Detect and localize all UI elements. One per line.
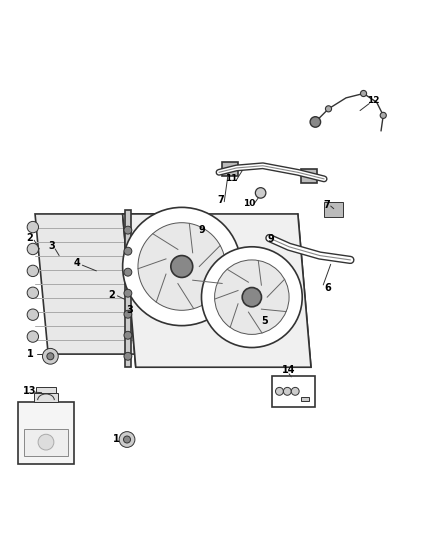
Circle shape (123, 207, 241, 326)
Bar (34, 393, 58, 402)
Text: 2: 2 (26, 233, 33, 243)
Polygon shape (125, 209, 131, 367)
Circle shape (124, 247, 132, 255)
Circle shape (124, 352, 132, 360)
Circle shape (215, 260, 289, 334)
Circle shape (291, 387, 299, 395)
Text: 7: 7 (217, 195, 224, 205)
Circle shape (27, 221, 39, 233)
Bar (36, 387, 56, 393)
Circle shape (119, 432, 135, 447)
Circle shape (380, 112, 386, 118)
Bar (272, 376, 315, 407)
Circle shape (27, 265, 39, 277)
Text: 3: 3 (126, 305, 133, 316)
Text: 12: 12 (367, 96, 379, 106)
Circle shape (242, 287, 261, 307)
Circle shape (27, 309, 39, 320)
Circle shape (27, 243, 39, 255)
Circle shape (124, 332, 132, 339)
Circle shape (27, 287, 39, 298)
Circle shape (255, 188, 266, 198)
Text: 7: 7 (323, 200, 330, 210)
Circle shape (124, 289, 132, 297)
Circle shape (360, 91, 367, 96)
Bar (301, 397, 309, 401)
Text: 10: 10 (244, 199, 256, 208)
Circle shape (124, 268, 132, 276)
Circle shape (283, 387, 291, 395)
Bar (273, 226, 292, 241)
Circle shape (38, 434, 54, 450)
Text: 13: 13 (23, 386, 36, 397)
Circle shape (42, 349, 58, 364)
Bar (301, 169, 317, 183)
Text: 9: 9 (267, 234, 274, 244)
Circle shape (138, 223, 226, 310)
Circle shape (276, 387, 283, 395)
Text: 2: 2 (108, 290, 115, 300)
Polygon shape (123, 214, 311, 367)
Circle shape (208, 221, 217, 229)
Text: 4: 4 (73, 258, 80, 268)
Text: 1: 1 (27, 349, 34, 359)
Circle shape (201, 247, 302, 348)
Text: 11: 11 (225, 174, 237, 183)
Bar (324, 201, 343, 217)
Bar (24, 429, 68, 456)
Circle shape (325, 106, 332, 112)
Bar (203, 217, 222, 233)
Polygon shape (35, 214, 188, 354)
Circle shape (124, 310, 132, 318)
Text: 1: 1 (113, 434, 120, 443)
Circle shape (171, 255, 193, 278)
Text: 9: 9 (199, 225, 206, 235)
Circle shape (47, 353, 54, 360)
Circle shape (124, 436, 131, 443)
Circle shape (310, 117, 321, 127)
Circle shape (27, 331, 39, 342)
Bar (18, 402, 74, 464)
Text: 5: 5 (261, 316, 268, 326)
Text: 3: 3 (48, 241, 55, 251)
Text: 14: 14 (282, 365, 295, 375)
Circle shape (124, 226, 132, 234)
Circle shape (278, 229, 287, 238)
Bar (222, 162, 238, 176)
Text: 6: 6 (324, 282, 331, 293)
